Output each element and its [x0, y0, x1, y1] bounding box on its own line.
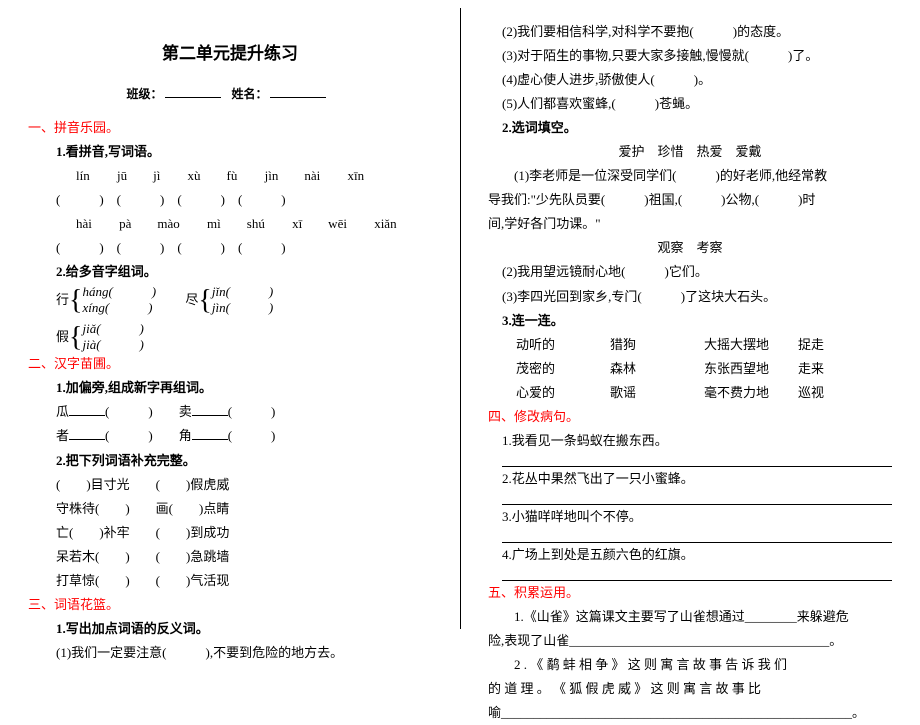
s3-q1-l1: (1)我们一定要注意( ),不要到危险的地方去。	[28, 641, 432, 665]
s3-q1-l2: (2)我们要相信科学,对科学不要抱( )的态度。	[488, 20, 892, 44]
poly-row-2: 假{jiǎ( )jià( )	[28, 321, 432, 352]
m-r1d: 捉走	[798, 333, 892, 357]
s3q2-l1c: 间,学好各门功课。"	[488, 212, 892, 236]
m-r2d: 走来	[798, 357, 892, 381]
s4-l2: 2.花丛中果然飞出了一只小蜜蜂。	[488, 467, 892, 491]
class-label: 班级：	[126, 87, 162, 101]
section-2-heading: 二、汉字苗圃。	[28, 352, 432, 376]
s3-q1-heading: 1.写出加点词语的反义词。	[28, 617, 432, 641]
poly-char-1: 行	[56, 288, 69, 312]
s3-q3-heading: 3.连一连。	[488, 309, 892, 333]
section-3-heading: 三、词语花篮。	[28, 593, 432, 617]
poly-1a: háng( )	[82, 284, 156, 300]
s1-q1-heading: 1.看拼音,写词语。	[28, 140, 432, 164]
s3q2-l2: (2)我用望远镜耐心地( )它们。	[488, 260, 892, 284]
s5-l1b: 险,表现了山雀_________________________________…	[488, 629, 892, 653]
idiom-l2: 守株待( ) 画( )点睛	[28, 497, 432, 521]
match-r2: 茂密的森林东张西望地走来	[488, 357, 892, 381]
m-r1c: 大摇大摆地	[704, 333, 798, 357]
section-5-heading: 五、积累运用。	[488, 581, 892, 605]
name-label: 姓名：	[232, 87, 268, 101]
paren-row-2: ( ) ( ) ( ) ( )	[28, 236, 432, 260]
m-r1a: 动听的	[516, 333, 610, 357]
pinyin-row-2: hài pà mào mì shú xī wēi xiǎn	[28, 212, 432, 236]
idiom-l1: ( )目寸光 ( )假虎威	[28, 473, 432, 497]
name-blank	[270, 84, 326, 98]
poly-1b: xíng( )	[82, 300, 156, 316]
section-1-heading: 一、拼音乐园。	[28, 116, 432, 140]
answer-line	[502, 491, 892, 505]
answer-line	[502, 453, 892, 467]
poly-char-3: 假	[56, 325, 69, 349]
meta-row: 班级： 姓名：	[28, 83, 432, 105]
rad-1b: 卖	[179, 404, 192, 419]
s3-q1-l4: (4)虚心使人进步,骄傲使人( )。	[488, 68, 892, 92]
idiom-l5: 打草惊( ) ( )气活现	[28, 569, 432, 593]
s2-q1-heading: 1.加偏旁,组成新字再组词。	[28, 376, 432, 400]
poly-2b: jìn( )	[212, 300, 273, 316]
blank	[192, 404, 228, 416]
m-r3c: 毫不费力地	[704, 381, 798, 405]
brace-icon: {	[69, 285, 82, 316]
m-r2b: 森林	[610, 357, 704, 381]
blank	[69, 428, 105, 440]
poly-3b: jià( )	[82, 337, 143, 353]
rad-2a: 者	[56, 428, 69, 443]
answer-line	[502, 567, 892, 581]
brace-icon: {	[69, 322, 82, 353]
s5-l2c: 喻_______________________________________…	[488, 701, 892, 725]
blank	[192, 428, 228, 440]
match-r1: 动听的猎狗大摇大摆地捉走	[488, 333, 892, 357]
s3q2-l1a: (1)李老师是一位深受同学们( )的好老师,他经常教	[488, 164, 892, 188]
s3q2-l3: (3)李四光回到家乡,专门( )了这块大石头。	[488, 285, 892, 309]
m-r3d: 巡视	[798, 381, 892, 405]
blank	[69, 404, 105, 416]
idiom-l3: 亡( )补牢 ( )到成功	[28, 521, 432, 545]
opts-2: 观察 考察	[488, 236, 892, 260]
rad-1a: 瓜	[56, 404, 69, 419]
m-r2c: 东张西望地	[704, 357, 798, 381]
answer-line	[502, 529, 892, 543]
s1-q2-heading: 2.给多音字组词。	[28, 260, 432, 284]
pinyin-row-1: lín jū jì xù fù jìn nài xīn	[28, 164, 432, 188]
paren-row-1: ( ) ( ) ( ) ( )	[28, 188, 432, 212]
s3-q1-l3: (3)对于陌生的事物,只要大家多接触,慢慢就( )了。	[488, 44, 892, 68]
m-r2a: 茂密的	[516, 357, 610, 381]
s4-l3: 3.小猫咩咩地叫个不停。	[488, 505, 892, 529]
poly-3a: jiǎ( )	[82, 321, 143, 337]
m-r3b: 歌谣	[610, 381, 704, 405]
s3-q1-l5: (5)人们都喜欢蜜蜂,( )苍蝇。	[488, 92, 892, 116]
section-4-heading: 四、修改病句。	[488, 405, 892, 429]
class-blank	[165, 84, 221, 98]
match-r3: 心爱的歌谣毫不费力地巡视	[488, 381, 892, 405]
s2-q1-line1: 瓜( ) 卖( )	[28, 400, 432, 424]
s3-q2-heading: 2.选词填空。	[488, 116, 892, 140]
brace-icon: {	[198, 285, 211, 316]
s4-l1: 1.我看见一条蚂蚁在搬东西。	[488, 429, 892, 453]
s4-l4: 4.广场上到处是五颜六色的红旗。	[488, 543, 892, 567]
s5-l2a: 2 . 《 鹬 蚌 相 争 》 这 则 寓 言 故 事 告 诉 我 们	[488, 653, 892, 677]
poly-row-1: 行{háng( )xíng( ) 尽{jǐn( )jìn( )	[28, 284, 432, 315]
s3q2-l1b: 导我们:"少先队员要( )祖国,( )公物,( )时	[488, 188, 892, 212]
poly-char-2: 尽	[185, 288, 198, 312]
s5-l2b: 的 道 理 。 《 狐 假 虎 威 》 这 则 寓 言 故 事 比	[488, 677, 892, 701]
s2-q2-heading: 2.把下列词语补充完整。	[28, 449, 432, 473]
m-r1b: 猎狗	[610, 333, 704, 357]
page-title: 第二单元提升练习	[28, 38, 432, 69]
opts-1: 爱护 珍惜 热爱 爱戴	[488, 140, 892, 164]
idiom-l4: 呆若木( ) ( )急跳墙	[28, 545, 432, 569]
s5-l1a: 1.《山雀》这篇课文主要写了山雀想通过________来躲避危	[488, 605, 892, 629]
s2-q1-line2: 者( ) 角( )	[28, 424, 432, 448]
column-divider	[460, 8, 461, 629]
rad-2b: 角	[179, 428, 192, 443]
m-r3a: 心爱的	[516, 381, 610, 405]
poly-2a: jǐn( )	[212, 284, 273, 300]
